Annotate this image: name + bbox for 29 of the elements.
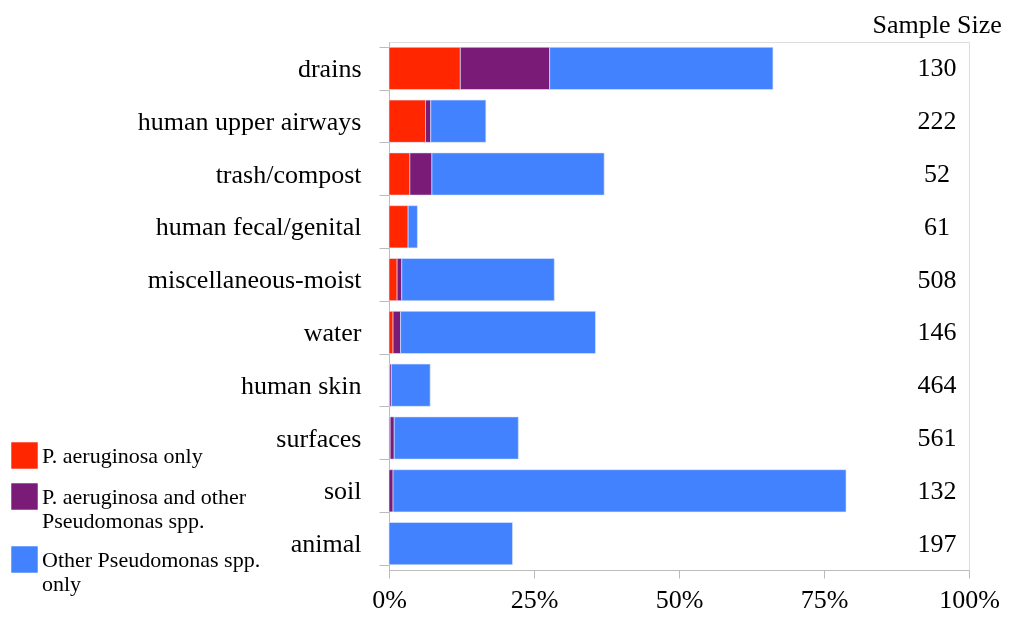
- annotation: 61: [924, 211, 951, 241]
- legend-label: P. aeruginosa and other Pseudomonas spp.: [42, 483, 247, 533]
- x-tick-label: 50%: [655, 584, 704, 614]
- x-tick-label: 0%: [372, 584, 407, 614]
- x-tick-label: 100%: [939, 584, 1000, 614]
- y-tick-label: human fecal/genital: [155, 212, 362, 242]
- annotation: 197: [917, 528, 957, 558]
- y-tick-label: trash/compost: [215, 159, 363, 189]
- y-tick-label: drains: [297, 53, 362, 83]
- y-tick-label: animal: [290, 529, 362, 559]
- y-tick-label: miscellaneous-moist: [147, 265, 363, 295]
- annotation: 52: [924, 159, 951, 188]
- y-tick-label: human upper airways: [137, 106, 362, 136]
- annotation: 146: [917, 317, 957, 347]
- annotation: 464: [917, 370, 957, 400]
- y-tick-label: water: [303, 317, 362, 347]
- annotation: 222: [917, 106, 957, 136]
- annotation: 561: [917, 423, 957, 452]
- y-tick-label: soil: [323, 476, 362, 506]
- legend-label: P. aeruginosa only: [42, 442, 203, 468]
- y-tick-label: surfaces: [276, 423, 362, 453]
- annotation: 130: [917, 53, 957, 83]
- x-tick-label: 75%: [800, 584, 849, 614]
- text: Sample Size: [872, 10, 1002, 39]
- x-tick-label: 25%: [510, 584, 559, 614]
- annotation: 132: [917, 475, 957, 505]
- legend-label: Other Pseudomonas spp. only: [42, 546, 261, 596]
- y-tick-label: human skin: [240, 370, 362, 400]
- annotation: 508: [917, 264, 957, 294]
